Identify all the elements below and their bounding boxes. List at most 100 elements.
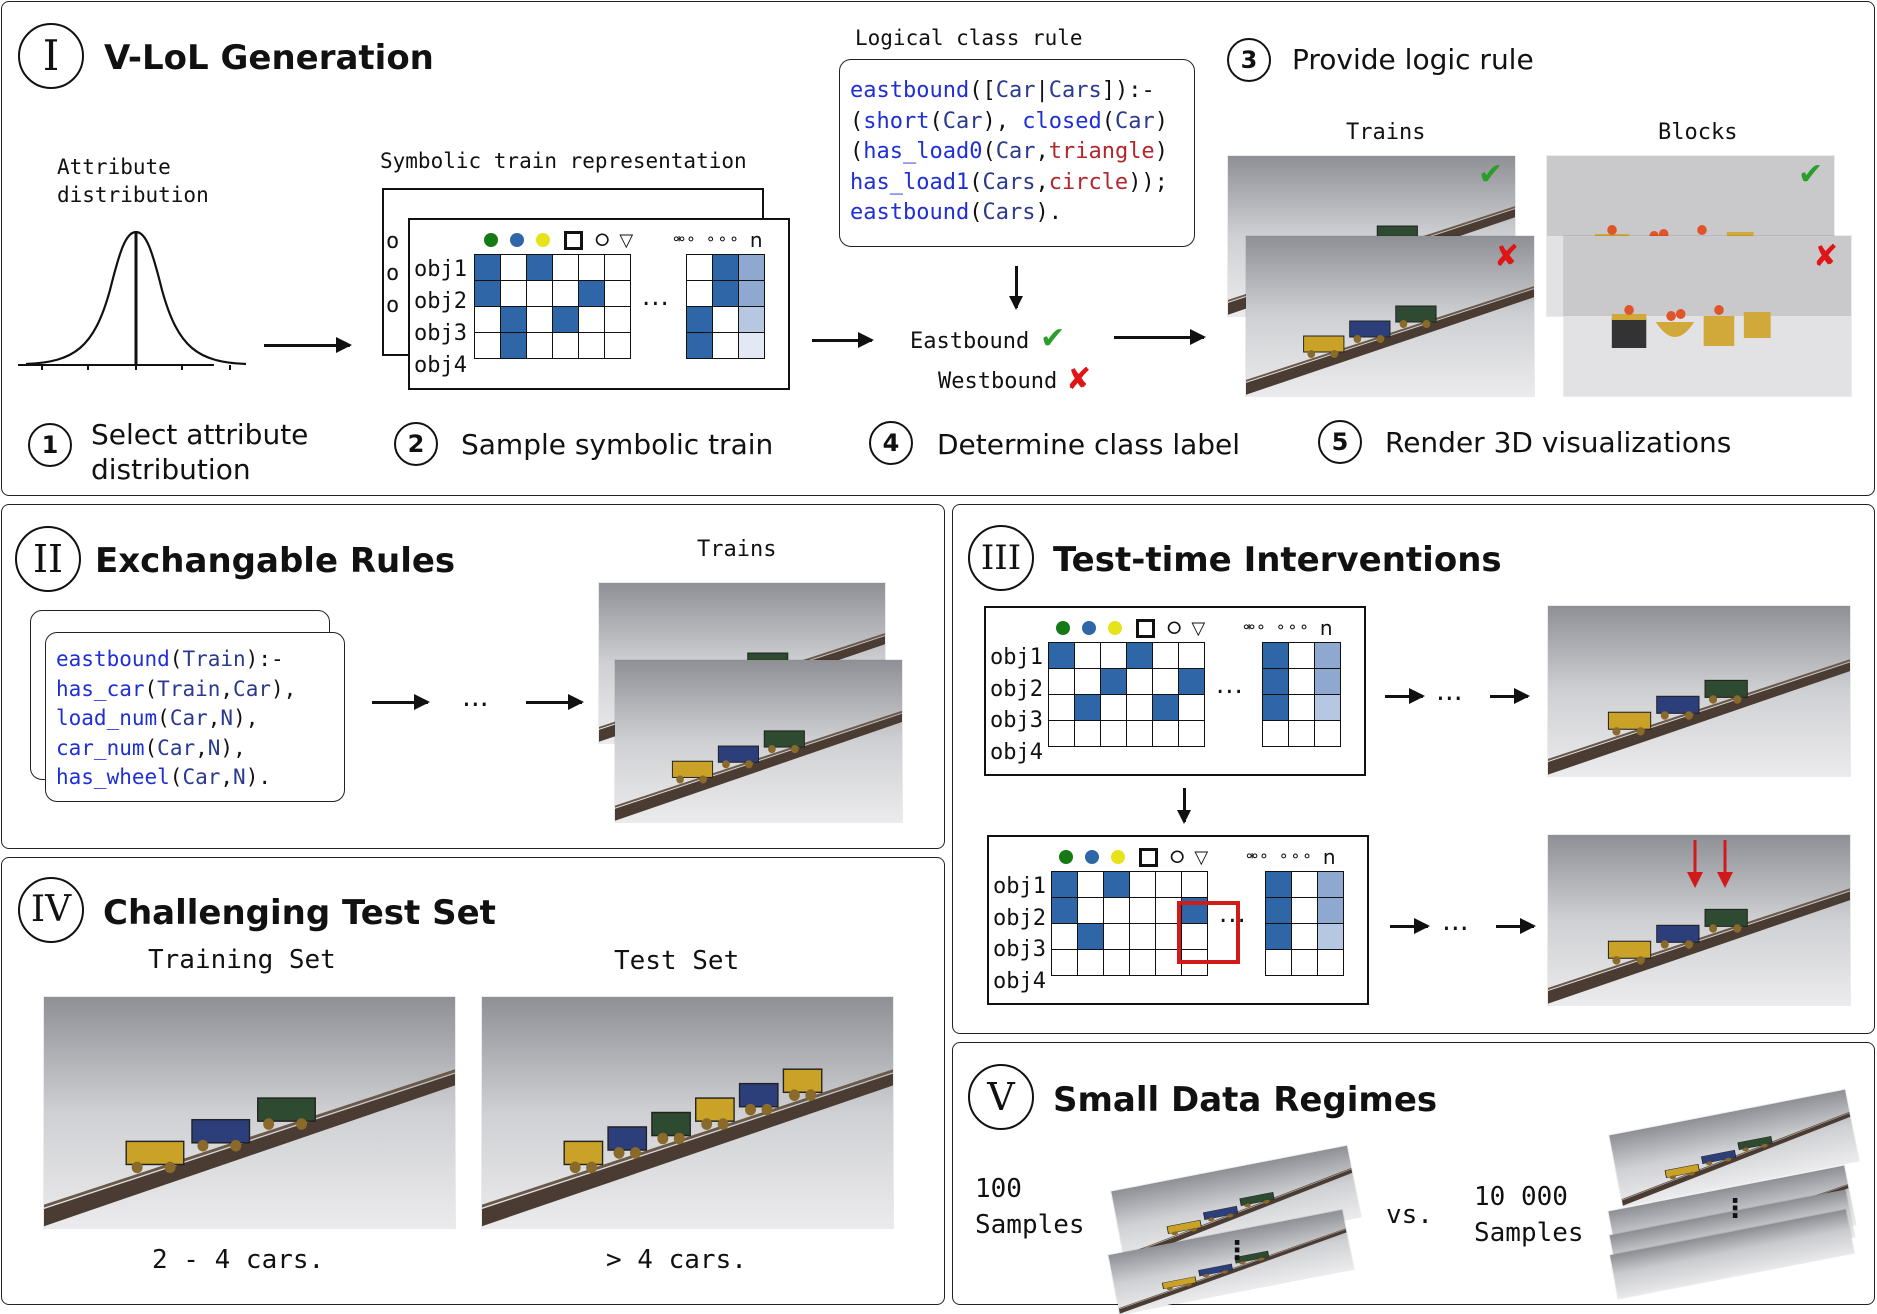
step-1-text-line1: Select attribute: [91, 418, 309, 451]
matrix-cell: [1265, 871, 1292, 898]
row-labels: obj1 obj2 obj3 obj4: [990, 642, 1043, 768]
matrix-grid-left: [474, 254, 631, 359]
matrix-ellipsis: ...: [1219, 899, 1247, 929]
eastbound-label: Eastbound: [910, 329, 1030, 354]
step-3-text: Provide logic rule: [1292, 43, 1534, 76]
gaussian-curve: [18, 230, 247, 370]
row-labels: obj1 obj2 obj3 obj4: [414, 254, 467, 382]
axles-icon: ⚬⚬⚬: [704, 232, 740, 248]
green-dot-icon: [1059, 850, 1073, 864]
diamond-icon: ▽: [1191, 617, 1206, 639]
panel-4-title: Challenging Test Set: [103, 893, 496, 933]
panel-3-ellipsis-2: ...: [1442, 904, 1469, 937]
attribute-label-line1: Attribute: [57, 155, 171, 179]
step-5-text: Render 3D visualizations: [1385, 426, 1732, 459]
row-label-obj3: obj3: [414, 321, 467, 346]
matrix-cell: [686, 332, 713, 359]
intervention-matrix-before: ⭘ ▽ ⚮⚬ ⚬⚬⚬ n obj1 obj2 obj3 obj4 ...: [984, 606, 1366, 776]
step-3-badge: 3: [1227, 38, 1271, 82]
matrix-cell: [604, 332, 631, 359]
arrow-to-render: [1114, 330, 1206, 344]
matrix-cell: [1317, 949, 1344, 976]
panel-3-title: Test-time Interventions: [1053, 540, 1502, 580]
matrix-cell: [526, 280, 553, 307]
square-icon: [1136, 618, 1155, 638]
render-blocks-front: [1564, 236, 1851, 396]
westbound-label: Westbound: [938, 369, 1058, 394]
arrow-rule-to-label: [1009, 266, 1022, 310]
row-label-obj4: obj4: [990, 739, 1043, 765]
matrix-cell: [552, 254, 579, 281]
matrix-cell: [500, 306, 527, 333]
ring-icon: ⭘: [1167, 617, 1182, 639]
matrix-cell: [474, 254, 501, 281]
code-line: eastbound(Train):-: [56, 647, 284, 671]
matrix-cell: [552, 306, 579, 333]
matrix-cell: [1265, 949, 1292, 976]
matrix-cell: [1077, 923, 1104, 950]
matrix-ellipsis: ...: [1216, 670, 1244, 700]
code-line: (short(Car), closed(Car): [850, 108, 1168, 134]
matrix-cell: [526, 332, 553, 359]
green-dot-icon: [484, 233, 498, 247]
panel-3-ellipsis-1: ...: [1436, 674, 1463, 707]
matrix-cell: [1074, 642, 1101, 669]
matrix-cell: [1103, 923, 1130, 950]
matrix-cell: [1126, 720, 1153, 747]
arrow-to-symbolic: [264, 338, 352, 352]
matrix-cell: [1288, 642, 1315, 669]
matrix-cell: [1100, 668, 1127, 695]
check-icon: ✔: [1798, 157, 1824, 192]
matrix-cell: [474, 306, 501, 333]
matrix-cell: [1181, 871, 1208, 898]
code-line: load_num(Car,N),: [56, 706, 259, 730]
matrix-cell: [1100, 694, 1127, 721]
matrix-header-n: n: [1319, 616, 1333, 640]
arrow-dots-to-render2: [1496, 919, 1536, 933]
row-label-obj1: obj1: [993, 874, 1046, 899]
matrix-cell: [712, 280, 739, 307]
wheels-icon: ⚮⚬: [1246, 849, 1270, 865]
matrix-header-n: n: [749, 228, 763, 252]
matrix-cell: [526, 306, 553, 333]
matrix-header-icons: ⭘ ▽ ⚮⚬ ⚬⚬⚬ n: [1056, 616, 1333, 640]
matrix-cell: [1317, 923, 1344, 950]
step-2-badge: 2: [394, 422, 438, 466]
matrix-cell: [1077, 949, 1104, 976]
matrix-cell: [1178, 694, 1205, 721]
matrix-cell: [500, 254, 527, 281]
small-stack-vdots: ⋮: [1224, 1236, 1250, 1266]
matrix-cell: [1314, 694, 1341, 721]
matrix-cell: [552, 280, 579, 307]
step-1-text-line2: distribution: [91, 453, 251, 486]
roman-numeral-4: IV: [18, 877, 84, 943]
rule-card-front: eastbound(Train):- has_car(Train,Car), loa…: [45, 632, 345, 802]
row-label-obj2: obj2: [993, 905, 1046, 931]
row-label-obj1: obj1: [414, 257, 467, 282]
matrix-cell: [712, 332, 739, 359]
blocks-label: Blocks: [1658, 120, 1738, 145]
arrow-matrix2-to-dots: [1390, 919, 1430, 933]
exchangeable-rule-code: eastbound(Train):- has_car(Train,Car), loa…: [56, 645, 296, 793]
cross-icon: ✘: [1494, 239, 1520, 274]
matrix-cell: [1155, 871, 1182, 898]
step-5-badge: 5: [1318, 420, 1362, 464]
red-arrow-icons: [1687, 840, 1733, 888]
matrix-cell: [1288, 694, 1315, 721]
matrix-cell: [604, 254, 631, 281]
cross-icon: ✘: [1066, 362, 1092, 397]
matrix-cell: [1126, 668, 1153, 695]
matrix-cell: [1291, 949, 1318, 976]
matrix-cell: [738, 254, 765, 281]
step-4-text: Determine class label: [937, 428, 1241, 461]
matrix-cell: [1178, 668, 1205, 695]
matrix-cell: [578, 280, 605, 307]
matrix-cell: [712, 254, 739, 281]
test-set-render: [482, 997, 893, 1228]
training-set-caption: 2 - 4 cars.: [152, 1245, 325, 1275]
matrix-cell: [1077, 871, 1104, 898]
matrix-cell: [1288, 720, 1315, 747]
roman-numeral-1: I: [18, 23, 84, 89]
arrow-dots-to-render1: [1490, 689, 1530, 703]
matrix-cell: [1129, 923, 1156, 950]
